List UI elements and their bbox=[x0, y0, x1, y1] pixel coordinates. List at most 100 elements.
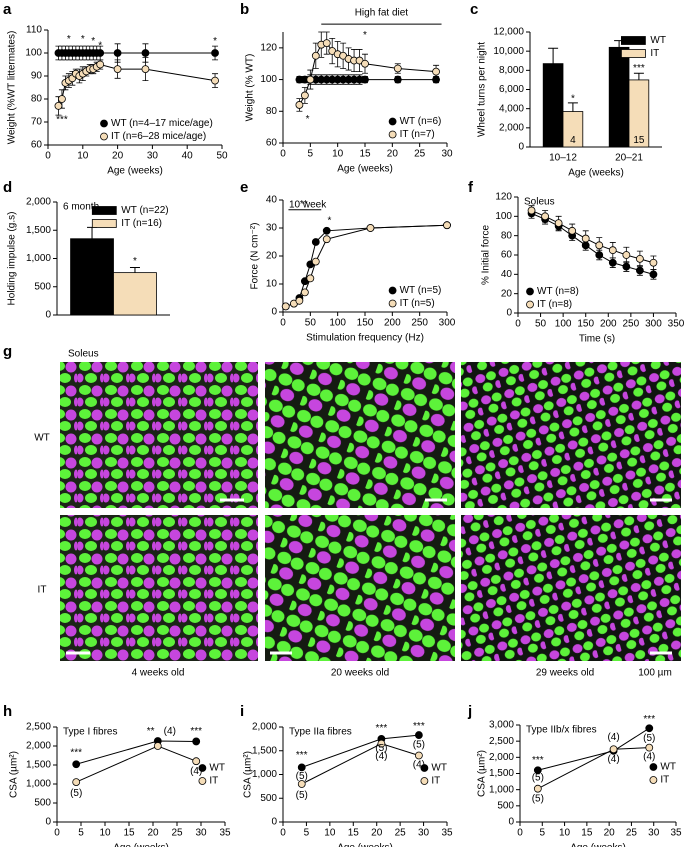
data-point bbox=[443, 221, 451, 230]
error-bar bbox=[633, 72, 644, 80]
y-tick-label: 2,500 bbox=[26, 722, 51, 733]
series-line bbox=[76, 740, 197, 765]
data-point bbox=[414, 751, 423, 760]
legend-swatch bbox=[649, 776, 658, 784]
y-tick-label: 1,000 bbox=[489, 784, 514, 795]
y-tick-label: 80 bbox=[501, 230, 513, 241]
legend-swatch bbox=[198, 777, 207, 785]
x-tick-label: 250 bbox=[623, 319, 640, 330]
annotation: *** bbox=[376, 723, 388, 734]
panel-title: Type I fibres bbox=[63, 727, 117, 738]
row-label: WT bbox=[34, 433, 50, 444]
data-point bbox=[649, 270, 658, 279]
y-tick-label: 0 bbox=[518, 142, 524, 153]
x-axis-label: Age (weeks) bbox=[113, 843, 169, 847]
error-bar bbox=[567, 102, 578, 112]
data-point bbox=[141, 65, 150, 73]
caption: 29 weeks old bbox=[536, 668, 594, 679]
x-tick-label: 10 bbox=[324, 828, 336, 839]
x-tick-label: 0 bbox=[517, 828, 523, 839]
y-tick-label: 10 bbox=[266, 279, 278, 290]
annotation: 4 bbox=[550, 135, 556, 146]
x-tick-label: 30 bbox=[648, 828, 660, 839]
bar bbox=[542, 63, 564, 148]
y-tick-label: 1,000 bbox=[252, 769, 277, 780]
row-label: IT bbox=[38, 585, 47, 596]
annotation: 15 bbox=[614, 135, 626, 146]
x-axis-label: Age (weeks) bbox=[570, 843, 626, 847]
x-tick-label: 10 bbox=[332, 149, 344, 160]
x-tick-label: 0 bbox=[515, 319, 521, 330]
annotation: *** bbox=[633, 63, 645, 74]
y-tick-label: 6,000 bbox=[499, 84, 524, 95]
y-tick-label: 2,000 bbox=[26, 741, 51, 752]
x-axis-label: Age (weeks) bbox=[337, 843, 393, 847]
legend-label: WT (n=6) bbox=[400, 116, 442, 127]
annotation: *** bbox=[56, 114, 68, 125]
legend-swatch bbox=[621, 49, 646, 58]
data-point bbox=[72, 778, 81, 786]
y-tick-label: 70 bbox=[31, 117, 43, 128]
y-axis-label: Holding impulse (g.s) bbox=[7, 212, 18, 306]
legend-label: WT bbox=[209, 763, 225, 774]
annotation: (5) bbox=[532, 773, 544, 784]
data-point bbox=[609, 745, 618, 754]
legend-swatch bbox=[621, 36, 646, 45]
annotation: * bbox=[98, 41, 102, 52]
data-point bbox=[622, 251, 631, 259]
micrograph-title: Soleus bbox=[68, 349, 99, 360]
y-tick-label: 0 bbox=[506, 308, 512, 319]
legend-swatch bbox=[198, 764, 207, 772]
data-point bbox=[322, 235, 331, 244]
panel-label: j bbox=[467, 703, 472, 720]
y-tick-label: 120 bbox=[260, 42, 277, 53]
panel-title: 6 month bbox=[63, 202, 99, 213]
x-tick-label: 50 bbox=[216, 151, 228, 162]
data-point bbox=[361, 59, 369, 68]
annotation: (5) bbox=[296, 771, 308, 782]
y-tick-label: 40 bbox=[266, 195, 278, 206]
y-tick-label: 500 bbox=[260, 793, 277, 804]
series-line bbox=[531, 210, 654, 264]
x-tick-label: 0 bbox=[45, 151, 51, 162]
data-point bbox=[295, 101, 304, 109]
bar bbox=[628, 79, 650, 148]
panel-label: a bbox=[3, 1, 12, 18]
data-point bbox=[113, 49, 122, 57]
annotation: *** bbox=[413, 721, 425, 732]
bar bbox=[608, 46, 630, 148]
x-tick-label: 150 bbox=[577, 319, 594, 330]
annotation: (4) bbox=[375, 751, 387, 762]
error-bar bbox=[548, 47, 559, 64]
x-tick-label: 35 bbox=[441, 828, 453, 839]
legend-label: IT (n=16) bbox=[121, 218, 162, 229]
x-tick-label: 30 bbox=[195, 828, 207, 839]
data-point bbox=[192, 737, 201, 746]
y-tick-label: 500 bbox=[34, 798, 51, 809]
panel-label: h bbox=[3, 703, 12, 720]
annotation: *** bbox=[532, 755, 544, 766]
annotation: (5) bbox=[375, 743, 387, 754]
legend-label: IT bbox=[209, 776, 218, 787]
data-point bbox=[311, 257, 320, 266]
y-tick-label: 1,500 bbox=[26, 225, 51, 236]
legend-label: IT (n=7) bbox=[400, 129, 435, 140]
legend-swatch bbox=[420, 764, 429, 772]
y-tick-label: 0 bbox=[45, 310, 51, 321]
y-axis-label: CSA (µm²) bbox=[243, 751, 254, 798]
error-bar bbox=[129, 267, 140, 273]
data-point bbox=[533, 784, 542, 793]
panel-title: Type IIb/x fibres bbox=[526, 725, 597, 736]
data-point bbox=[96, 60, 105, 69]
x-tick-label: 20 bbox=[387, 149, 399, 160]
y-tick-label: 80 bbox=[266, 106, 278, 117]
annotation: (5) bbox=[643, 733, 655, 744]
y-tick-label: 0 bbox=[271, 307, 277, 318]
y-axis-label: % Initial force bbox=[481, 225, 492, 285]
y-tick-label: 2,000 bbox=[489, 752, 514, 763]
x-axis-label: Time (s) bbox=[579, 334, 615, 345]
x-tick-label: 5 bbox=[78, 828, 84, 839]
annotation: * bbox=[328, 216, 332, 227]
annotation: *** bbox=[643, 714, 655, 725]
data-point bbox=[414, 731, 423, 739]
